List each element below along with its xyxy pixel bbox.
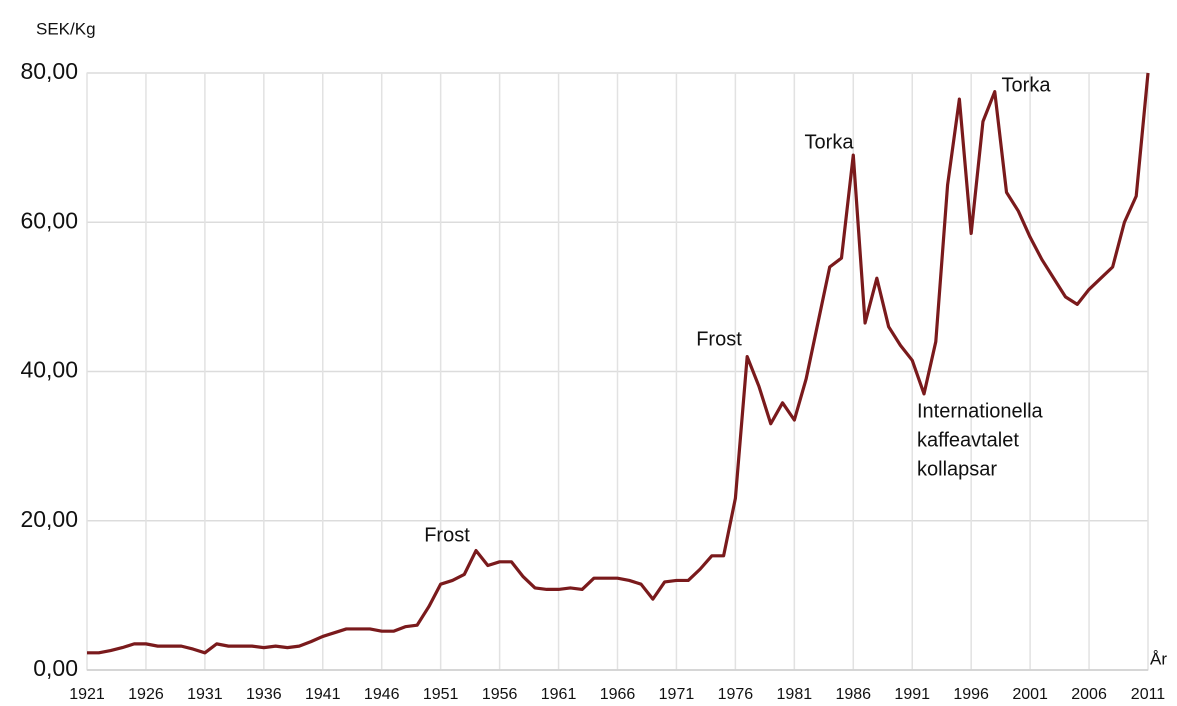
annotation: Internationella: [917, 400, 1044, 422]
x-tick-label: 2006: [1071, 686, 1107, 703]
x-tick-label: 1996: [953, 686, 989, 703]
annotation: kollapsar: [917, 458, 997, 480]
y-axis-label: SEK/Kg: [36, 19, 96, 38]
x-tick-label: 1946: [364, 686, 400, 703]
annotation: Torka: [1002, 74, 1052, 96]
x-tick-label: 1936: [246, 686, 282, 703]
x-tick-label: 1976: [718, 686, 754, 703]
x-tick-label: 1981: [777, 686, 813, 703]
annotation: Frost: [424, 524, 470, 546]
x-tick-label: 1991: [894, 686, 930, 703]
x-axis-label: År: [1150, 649, 1167, 668]
annotation: Torka: [805, 131, 855, 153]
x-tick-label: 1931: [187, 686, 223, 703]
data-line: [87, 72, 1150, 655]
annotation: kaffeavtalet: [917, 429, 1019, 451]
x-tick-label: 1951: [423, 686, 459, 703]
x-tick-label: 1986: [835, 686, 871, 703]
x-tick-label: 1926: [128, 686, 164, 703]
x-tick-label: 2001: [1012, 686, 1048, 703]
x-tick-label: 1961: [541, 686, 577, 703]
x-tick-label: 1971: [659, 686, 695, 703]
y-tick-label: 0,00: [33, 655, 78, 681]
x-tick-label: 1941: [305, 686, 341, 703]
y-tick-label: 20,00: [20, 506, 78, 532]
annotation: Frost: [696, 328, 742, 350]
y-tick-label: 60,00: [20, 207, 78, 233]
x-tick-label: 1966: [600, 686, 636, 703]
x-tick-label: 1921: [69, 686, 105, 703]
x-tick-label: 1956: [482, 686, 518, 703]
y-tick-label: 40,00: [20, 357, 78, 383]
y-tick-label: 80,00: [20, 58, 78, 84]
x-tick-label: 2011: [1131, 686, 1166, 703]
